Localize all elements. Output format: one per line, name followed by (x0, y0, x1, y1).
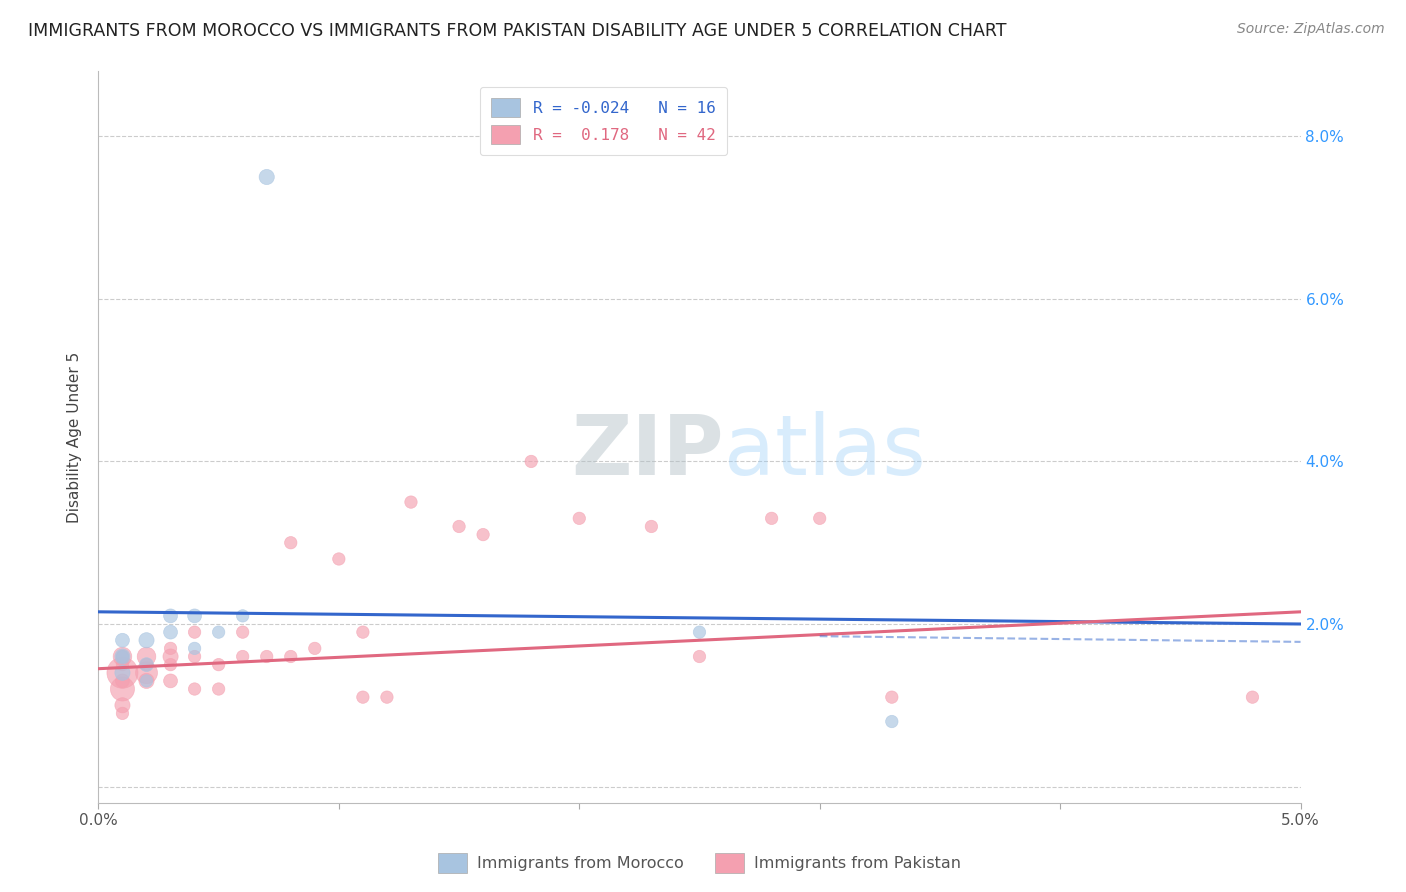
Point (352, 690, 374, 705)
Point (111, 649, 134, 664)
Point (232, 649, 254, 664)
Text: Source: ZipAtlas.com: Source: ZipAtlas.com (1237, 22, 1385, 37)
Point (208, 657, 231, 672)
Point (135, 649, 157, 664)
Text: ZIP: ZIP (571, 411, 724, 492)
Point (111, 698, 134, 713)
Point (111, 649, 134, 664)
Point (761, 511, 783, 525)
Point (135, 673, 157, 688)
Point (111, 673, 134, 688)
Point (880, 690, 903, 705)
Point (135, 657, 157, 672)
Text: atlas: atlas (724, 411, 925, 492)
Point (208, 681, 231, 696)
Point (183, 681, 205, 696)
Point (375, 690, 398, 705)
Point (256, 169, 278, 184)
Point (159, 625, 181, 640)
Point (208, 625, 231, 640)
Point (111, 649, 134, 664)
Point (111, 649, 134, 664)
Point (880, 714, 903, 729)
Point (183, 608, 205, 623)
Point (183, 625, 205, 640)
Point (280, 535, 302, 549)
Point (135, 633, 157, 648)
Point (159, 608, 181, 623)
Point (111, 665, 134, 680)
Point (399, 495, 422, 509)
Point (135, 673, 157, 688)
Point (808, 511, 831, 525)
Point (159, 649, 181, 664)
Point (304, 641, 326, 656)
Point (183, 649, 205, 664)
Point (472, 527, 495, 541)
Point (135, 665, 157, 680)
Y-axis label: Disability Age Under 5: Disability Age Under 5 (67, 351, 83, 523)
Point (135, 657, 157, 672)
Point (111, 681, 134, 696)
Point (1241, 690, 1264, 705)
Point (111, 633, 134, 648)
Point (159, 673, 181, 688)
Point (328, 552, 350, 566)
Point (447, 519, 470, 533)
Point (280, 649, 302, 664)
Point (232, 608, 254, 623)
Point (159, 657, 181, 672)
Point (183, 641, 205, 656)
Point (111, 706, 134, 721)
Point (689, 649, 711, 664)
Point (111, 657, 134, 672)
Point (159, 641, 181, 656)
Point (689, 625, 711, 640)
Point (111, 665, 134, 680)
Point (640, 519, 662, 533)
Legend: Immigrants from Morocco, Immigrants from Pakistan: Immigrants from Morocco, Immigrants from… (432, 847, 967, 879)
Point (256, 649, 278, 664)
Point (232, 625, 254, 640)
Text: IMMIGRANTS FROM MOROCCO VS IMMIGRANTS FROM PAKISTAN DISABILITY AGE UNDER 5 CORRE: IMMIGRANTS FROM MOROCCO VS IMMIGRANTS FR… (28, 22, 1007, 40)
Point (568, 511, 591, 525)
Point (520, 454, 543, 468)
Point (352, 625, 374, 640)
